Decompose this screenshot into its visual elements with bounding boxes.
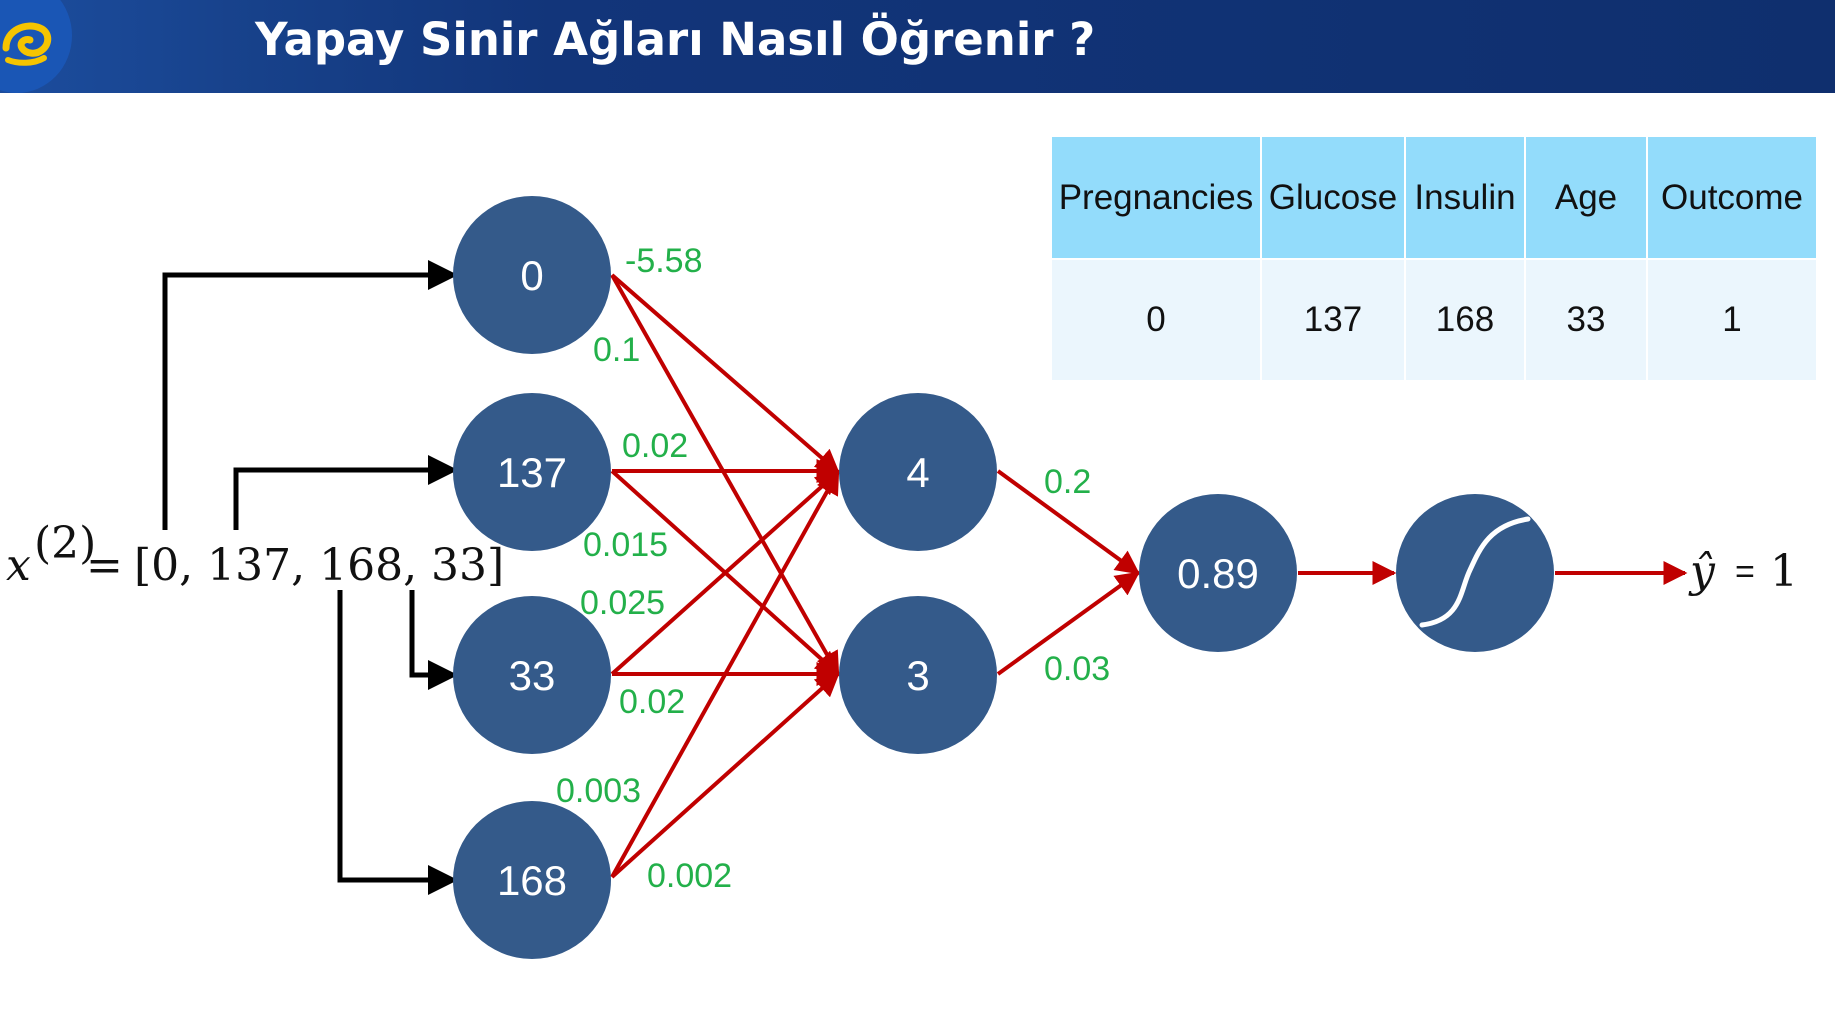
table-header-outcome: Outcome	[1648, 137, 1816, 258]
input-vector: x (2) = [0, 137, 168, 33]	[6, 518, 504, 591]
sigmoid-icon	[1419, 516, 1531, 628]
prediction: ŷ = 1	[1688, 546, 1798, 597]
table-header-pregnancies: Pregnancies	[1052, 137, 1262, 258]
input-node-168: 168	[453, 801, 611, 959]
prediction-equals: =	[1735, 553, 1755, 591]
input-node-33-label: 33	[509, 652, 556, 699]
input-node-137-label: 137	[497, 449, 567, 496]
data-table: Pregnancies Glucose Insulin Age Outcome …	[1052, 137, 1816, 380]
weight-label-33-a: 0.025	[580, 584, 665, 622]
weight-label-33-b: 0.02	[619, 683, 685, 721]
table-header-insulin: Insulin	[1406, 137, 1526, 258]
output-node: 0.89	[1139, 494, 1297, 652]
input-node-137: 137	[453, 393, 611, 551]
input-arrow-pregnancies	[162, 260, 458, 530]
output-node-label: 0.89	[1177, 550, 1259, 597]
input-vector-superscript: (2)	[34, 518, 96, 569]
weight-label-168-a: 0.003	[556, 772, 641, 810]
edge-137-to-3	[610, 469, 840, 676]
table-cell-insulin: 168	[1406, 258, 1526, 380]
page-title: Yapay Sinir Ağları Nasıl Öğrenir ?	[255, 13, 1096, 66]
table-header-glucose: Glucose	[1262, 137, 1406, 258]
table-cell-outcome: 1	[1648, 258, 1816, 380]
weight-label-137-a: 0.02	[622, 427, 688, 465]
weight-label-0-a: -5.58	[625, 242, 703, 280]
input-node-168-label: 168	[497, 857, 567, 904]
edge-0-to-3	[610, 274, 840, 677]
edge-0-to-4	[610, 273, 840, 474]
activation-node	[1396, 494, 1554, 652]
turkcell-logo-icon	[2, 22, 52, 66]
hidden-node-4-label: 4	[906, 449, 929, 496]
weight-label-4: 0.2	[1044, 463, 1091, 501]
edge-168-to-4	[610, 469, 840, 878]
input-hidden-edges	[610, 273, 841, 879]
table-row: 0 137 168 33 1	[1052, 258, 1816, 380]
table-cell-age: 33	[1526, 258, 1648, 380]
table-cell-glucose: 137	[1262, 258, 1406, 380]
input-vector-equals: =	[86, 540, 123, 591]
prediction-value: 1	[1770, 546, 1798, 597]
input-arrows	[162, 260, 458, 895]
hidden-node-4: 4	[839, 393, 997, 551]
weight-label-3: 0.03	[1044, 650, 1110, 688]
table-cell-pregnancies: 0	[1052, 258, 1262, 380]
input-node-0: 0	[453, 196, 611, 354]
header-bar: Yapay Sinir Ağları Nasıl Öğrenir ?	[0, 0, 1835, 93]
input-arrow-age	[409, 590, 458, 690]
edge-4-to-output	[996, 469, 1140, 575]
weight-label-0-b: 0.1	[593, 331, 640, 369]
weight-label-137-b: 0.015	[583, 526, 668, 564]
prediction-symbol: ŷ	[1688, 546, 1716, 597]
table-header-row: Pregnancies Glucose Insulin Age Outcome	[1052, 137, 1816, 258]
weight-label-168-b: 0.002	[647, 857, 732, 895]
input-arrow-glucose	[233, 455, 458, 530]
input-vector-symbol: x	[6, 540, 31, 591]
hidden-output-edges	[996, 469, 1688, 676]
table-header-age: Age	[1526, 137, 1648, 258]
input-node-0-label: 0	[520, 252, 543, 299]
edge-3-to-output	[996, 571, 1140, 676]
edge-33-to-4	[610, 470, 840, 676]
input-vector-values: [0, 137, 168, 33]	[134, 540, 504, 591]
input-arrow-insulin	[337, 590, 458, 895]
edge-168-to-3	[610, 672, 840, 879]
hidden-node-3: 3	[839, 596, 997, 754]
input-node-33: 33	[453, 596, 611, 754]
hidden-node-3-label: 3	[906, 652, 929, 699]
